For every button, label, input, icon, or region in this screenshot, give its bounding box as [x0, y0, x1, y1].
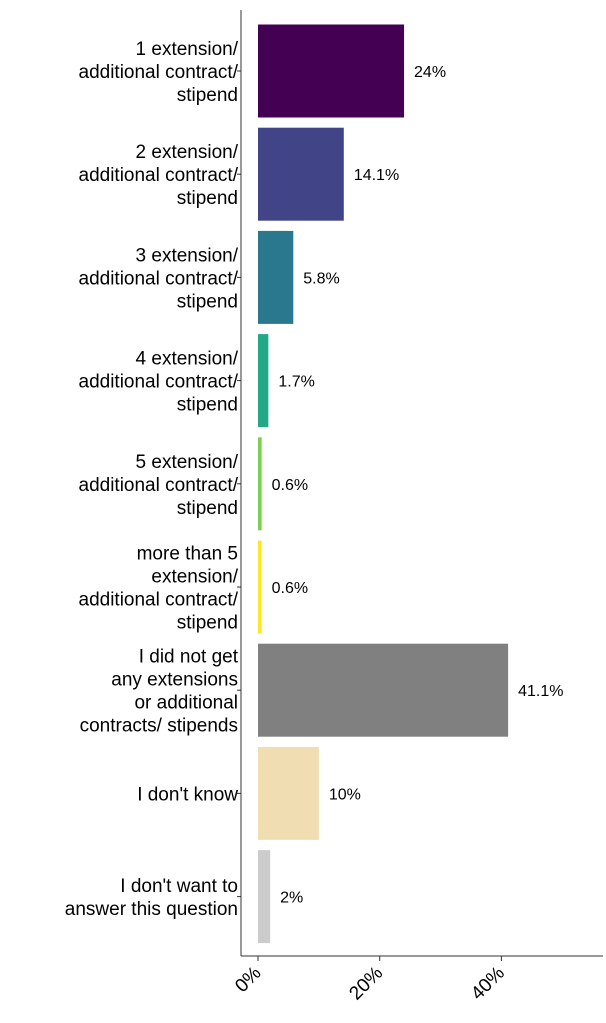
category-label-line: stipend [177, 395, 238, 416]
bar-9 [258, 850, 271, 944]
category-label-line: any extensions [111, 670, 238, 691]
value-label-2: 14.1% [354, 167, 399, 184]
category-label-5: 5 extension/additional contract/stipend [79, 452, 239, 519]
category-label-7: I did not get any extensions or additional… [80, 647, 239, 737]
x-tick-label-1: 0% [231, 963, 265, 997]
category-label-line: 3 extension/ [136, 245, 239, 266]
category-label-line: I don't want to [120, 876, 238, 897]
category-labels-group: 1 extension/additional contract/stipend2… [65, 39, 239, 920]
bar-2 [258, 127, 344, 221]
value-label-9: 2% [280, 890, 303, 907]
value-label-4: 1.7% [278, 374, 314, 391]
category-label-line: stipend [177, 498, 238, 519]
category-label-4: 4 extension/additional contract/stipend [79, 349, 239, 416]
category-label-8: I don't know [137, 784, 238, 805]
value-label-3: 5.8% [303, 270, 339, 287]
category-label-line: I did not get [139, 647, 239, 668]
value-label-8: 10% [329, 786, 361, 803]
category-label-line: I don't know [137, 784, 238, 805]
bar-3 [258, 230, 294, 324]
category-label-line: 4 extension/ [136, 349, 239, 370]
bar-1 [258, 24, 405, 118]
category-label-line: stipend [177, 291, 238, 312]
category-label-3: 3 extension/additional contract/stipend [79, 245, 239, 312]
category-label-line: 1 extension/ [136, 39, 239, 60]
category-label-line: more than 5 [137, 544, 238, 565]
value-label-6: 0.6% [272, 580, 308, 597]
category-label-line: 2 extension/ [136, 142, 239, 163]
category-label-9: I don't want to answer this question [65, 876, 238, 920]
category-label-line: stipend [177, 188, 238, 209]
category-label-line: additional contract/ [79, 372, 239, 393]
category-label-6: more than 5 extension/additional contract… [79, 544, 239, 634]
bar-5 [258, 437, 262, 531]
category-label-1: 1 extension/additional contract/stipend [79, 39, 239, 106]
category-label-line: extension/ [151, 567, 238, 588]
value-label-1: 24% [414, 64, 446, 81]
bars-group [258, 24, 509, 944]
category-label-line: stipend [177, 85, 238, 106]
category-label-line: or additional [134, 693, 238, 714]
value-labels-group: 24% 14.1% 5.8% 1.7% 0.6% 0.6% 41.1% 10% 2% [272, 64, 564, 907]
category-label-line: 5 extension/ [136, 452, 239, 473]
category-label-line: contracts/ stipends [80, 716, 238, 737]
bar-7 [258, 643, 509, 737]
category-label-line: additional contract/ [79, 268, 239, 289]
value-label-7: 41.1% [518, 683, 563, 700]
category-label-line: additional contract/ [79, 165, 239, 186]
bar-6 [258, 540, 262, 634]
x-tick-label-2: 20% [345, 963, 387, 1005]
category-label-line: additional contract/ [79, 475, 239, 496]
x-tick-label-3: 40% [467, 963, 509, 1005]
bar-8 [258, 746, 319, 840]
value-label-5: 0.6% [272, 477, 308, 494]
category-label-line: answer this question [65, 899, 238, 920]
category-label-line: additional contract/ [79, 62, 239, 83]
category-label-2: 2 extension/additional contract/stipend [79, 142, 239, 209]
category-label-line: additional contract/ [79, 590, 239, 611]
category-label-line: stipend [177, 613, 238, 634]
bar-4 [258, 334, 269, 428]
